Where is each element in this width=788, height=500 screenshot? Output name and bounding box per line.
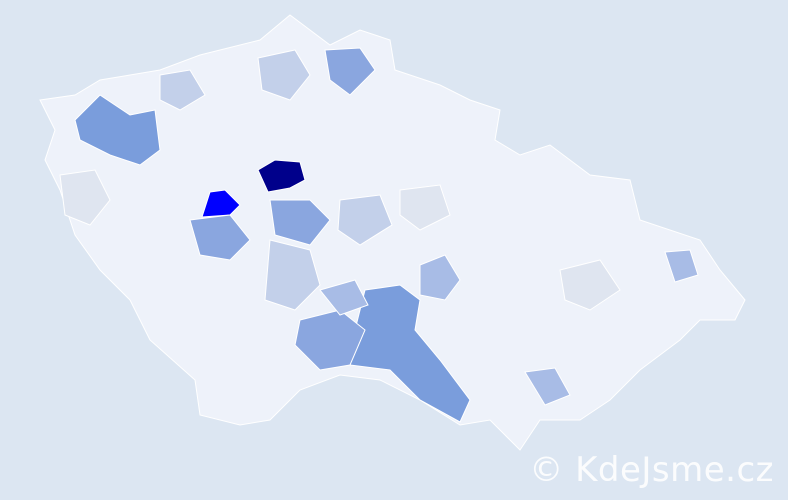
map-region[interactable] — [257, 159, 306, 193]
map-region[interactable] — [419, 254, 461, 301]
map-region[interactable] — [559, 259, 621, 311]
country-outline — [39, 14, 746, 451]
map-region[interactable] — [324, 47, 376, 96]
map-region[interactable] — [319, 279, 369, 316]
map-region[interactable] — [664, 249, 699, 283]
map-region[interactable] — [159, 69, 206, 111]
map-region[interactable] — [399, 184, 451, 231]
map-region[interactable] — [201, 189, 241, 218]
map-region[interactable] — [257, 49, 311, 101]
map-region[interactable] — [189, 214, 251, 261]
map-region[interactable] — [74, 94, 161, 166]
watermark: © KdeJsme.cz — [529, 450, 774, 490]
map-region[interactable] — [337, 194, 393, 246]
map-region[interactable] — [264, 239, 321, 311]
map-region[interactable] — [269, 199, 331, 246]
map-region[interactable] — [59, 169, 111, 226]
map-region[interactable] — [524, 367, 571, 406]
